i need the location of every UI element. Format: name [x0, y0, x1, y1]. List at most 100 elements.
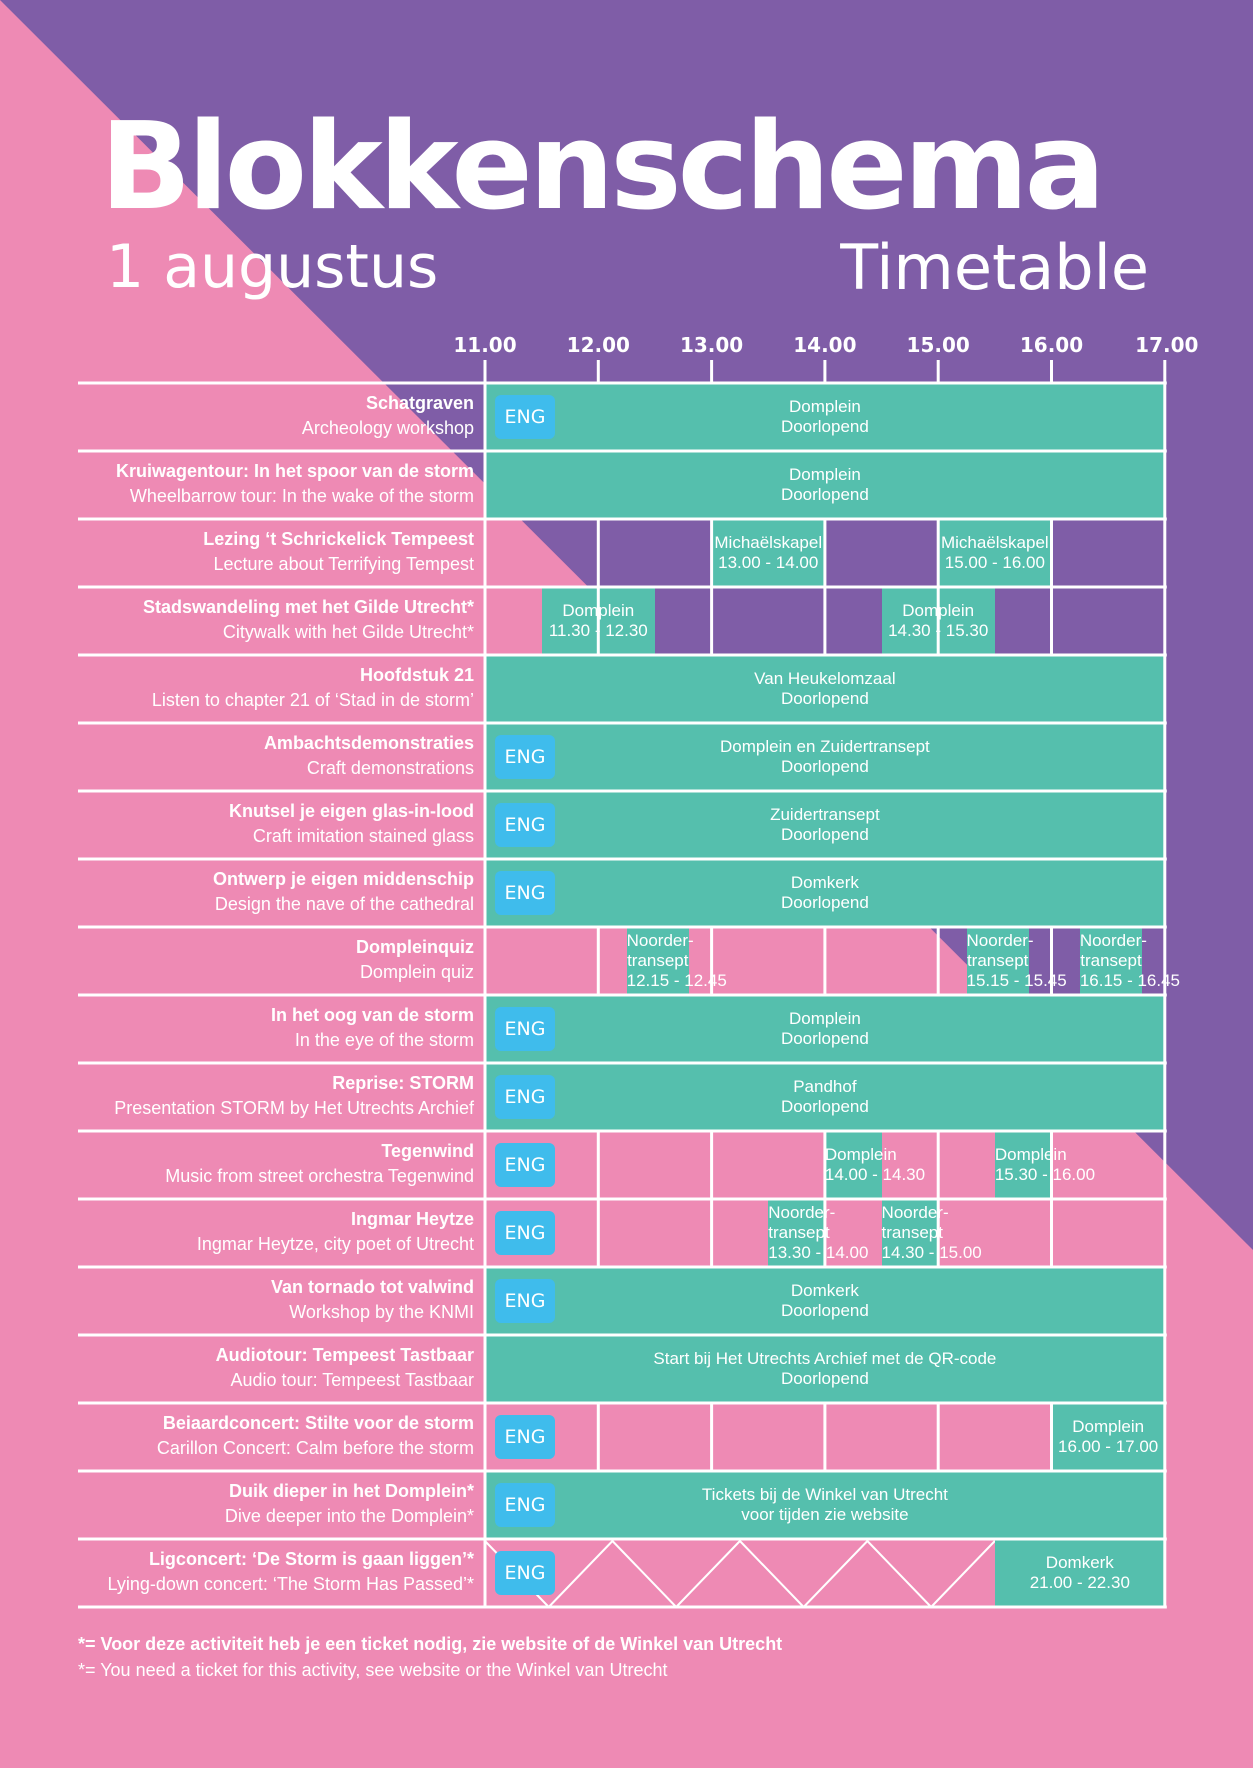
- block-text: 16.15 - 16.45: [1079, 971, 1181, 990]
- block-text: Noorder-: [881, 1203, 949, 1222]
- activity-name-en: Dive deeper into the Domplein*: [224, 1506, 474, 1526]
- block-text: Doorlopend: [780, 825, 869, 844]
- activity-name-en: Ingmar Heytze, city poet of Utrecht: [196, 1234, 474, 1254]
- block-text: Doorlopend: [780, 417, 869, 436]
- activity-label: Hoofdstuk 21 Listen to chapter 21 of ‘Sta…: [60, 663, 474, 713]
- activity-label: Stadswandeling met het Gilde Utrecht* Cit…: [60, 595, 474, 645]
- schedule-block: Michaëlskapel 13.00 - 14.00: [711, 519, 825, 587]
- time-tick: 16.00: [1019, 333, 1084, 357]
- schedule-block: Noorder-transept 12.15 - 12.45: [626, 927, 727, 995]
- activity-label: Ingmar Heytze Ingmar Heytze, city poet of…: [60, 1207, 474, 1257]
- activity-name-en: Design the nave of the cathedral: [214, 894, 474, 914]
- schedule-block: Domplein Doorlopend: [485, 995, 1165, 1063]
- block-text: Tickets bij de Winkel van Utrecht: [701, 1485, 948, 1504]
- eng-badge: ENG: [495, 735, 555, 779]
- time-tick: 14.00: [793, 333, 857, 357]
- activity-name-en: Lecture about Terrifying Tempest: [213, 554, 474, 574]
- activity-name-en: Audio tour: Tempeest Tastbaar: [230, 1370, 474, 1390]
- activity-label: Audiotour: Tempeest Tastbaar Audio tour: …: [60, 1343, 474, 1393]
- block-text: Noorder-: [1079, 931, 1147, 950]
- schedule-block: Domplein 15.30 - 16.00: [994, 1131, 1096, 1199]
- schedule-block: Van Heukelomzaal Doorlopend: [485, 655, 1165, 723]
- block-text: Doorlopend: [780, 1097, 869, 1116]
- activity-name: Tegenwind: [381, 1141, 474, 1161]
- block-text: 16.00 - 17.00: [1058, 1437, 1159, 1456]
- activity-name-en: Craft demonstrations: [306, 758, 474, 778]
- activity-name: Ontwerp je eigen middenschip: [212, 869, 474, 889]
- block-text: Zuidertransept: [770, 805, 880, 824]
- schedule-block: Domkerk Doorlopend: [485, 859, 1165, 927]
- time-tick: 13.00: [679, 333, 744, 357]
- block-text: Domkerk: [790, 1281, 859, 1300]
- block-text: 12.15 - 12.45: [626, 971, 727, 990]
- time-tick: 11.00: [453, 333, 517, 357]
- block-text: Doorlopend: [780, 1301, 869, 1320]
- activity-label: Reprise: STORM Presentation STORM by Het …: [60, 1071, 474, 1121]
- schedule-block: Domplein 14.30 - 15.30: [881, 587, 995, 655]
- block-text: 15.15 - 15.45: [966, 971, 1067, 990]
- activity-name-en: Craft imitation stained glass: [252, 826, 474, 846]
- block-text: 14.00 - 14.30: [824, 1165, 926, 1184]
- eng-badge: ENG: [495, 1279, 555, 1323]
- block-text: Domkerk: [1045, 1553, 1114, 1572]
- activity-label: In het oog van de storm In the eye of the…: [60, 1003, 474, 1053]
- block-text: Noorder-: [966, 931, 1034, 950]
- schedule-block: Noorder-transept 16.15 - 16.45: [1079, 927, 1181, 995]
- block-text: Domplein: [788, 397, 861, 416]
- activity-label: Tegenwind Music from street orchestra Teg…: [60, 1139, 474, 1189]
- block-text: Domkerk: [790, 873, 859, 892]
- block-text: transept: [966, 951, 1029, 970]
- schedule-block: Tickets bij de Winkel van Utrecht voor ti…: [485, 1471, 1165, 1539]
- block-text: transept: [627, 951, 689, 970]
- footnote-en: *= You need a ticket for this activity, …: [78, 1660, 668, 1680]
- block-text: transept: [768, 1223, 830, 1242]
- block-text: 21.00 - 22.30: [1029, 1573, 1130, 1592]
- block-text: 13.00 - 14.00: [718, 553, 819, 572]
- activity-name: Hoofdstuk 21: [359, 665, 474, 685]
- block-text: 15.00 - 16.00: [944, 553, 1045, 572]
- activity-name: Kruiwagentour: In het spoor van de storm: [115, 461, 474, 481]
- activity-name-en: Music from street orchestra Tegenwind: [165, 1166, 474, 1186]
- activity-name: Beiaardconcert: Stilte voor de storm: [162, 1413, 474, 1433]
- activity-name-en: Carillon Concert: Calm before the storm: [156, 1438, 474, 1458]
- block-text: Pandhof: [793, 1077, 857, 1096]
- block-text: Domplein: [788, 465, 861, 484]
- eng-badge: ENG: [495, 1211, 555, 1255]
- block-text: Doorlopend: [780, 893, 869, 912]
- schedule-block: Domplein 11.30 - 12.30: [541, 587, 655, 655]
- activity-name-en: Domplein quiz: [359, 962, 474, 982]
- eng-badge: ENG: [495, 1143, 555, 1187]
- block-text: voor tijden zie website: [741, 1505, 909, 1524]
- eng-badge: ENG: [495, 1483, 555, 1527]
- eng-badge: ENG: [495, 1075, 555, 1119]
- block-text: Doorlopend: [780, 757, 869, 776]
- block-text: 15.30 - 16.00: [994, 1165, 1096, 1184]
- block-text: Michaëlskapel: [714, 533, 823, 552]
- activity-name-en: Citywalk with het Gilde Utrecht*: [222, 622, 474, 642]
- activity-name: Dompleinquiz: [356, 937, 474, 957]
- schedule-block: Noorder-transept 15.15 - 15.45: [966, 927, 1067, 995]
- page-title: Blokkenschema: [100, 98, 1106, 237]
- eng-badge: ENG: [495, 1007, 555, 1051]
- block-text: Noorder-: [626, 931, 694, 950]
- block-text: 11.30 - 12.30: [548, 621, 648, 640]
- eng-badge: ENG: [495, 1551, 555, 1595]
- activity-name: Ligconcert: ‘De Storm is gaan liggen’*: [148, 1549, 474, 1569]
- activity-name: Reprise: STORM: [332, 1073, 474, 1093]
- block-text: 13.30 - 14.00: [768, 1243, 869, 1262]
- block-text: Domplein: [562, 601, 635, 620]
- block-text: Doorlopend: [780, 689, 869, 708]
- zigzag-line: [484, 1539, 996, 1609]
- block-text: 14.30 - 15.30: [888, 621, 989, 640]
- block-text: transept: [881, 1223, 943, 1242]
- eng-badge: ENG: [495, 803, 555, 847]
- activity-name-en: Lying-down concert: ‘The Storm Has Passe…: [107, 1574, 475, 1594]
- block-text: 14.30 - 15.00: [881, 1243, 982, 1262]
- schedule-block: Noorder-transept 13.30 - 14.00: [768, 1199, 869, 1267]
- activity-name: Audiotour: Tempeest Tastbaar: [215, 1345, 474, 1365]
- activity-name: Van tornado tot valwind: [270, 1277, 474, 1297]
- activity-name-en: Listen to chapter 21 of ‘Stad in de stor…: [151, 690, 474, 710]
- block-text: Doorlopend: [780, 485, 869, 504]
- date-label: 1 augustus: [106, 232, 439, 302]
- activity-label: Van tornado tot valwind Workshop by the K…: [60, 1275, 474, 1325]
